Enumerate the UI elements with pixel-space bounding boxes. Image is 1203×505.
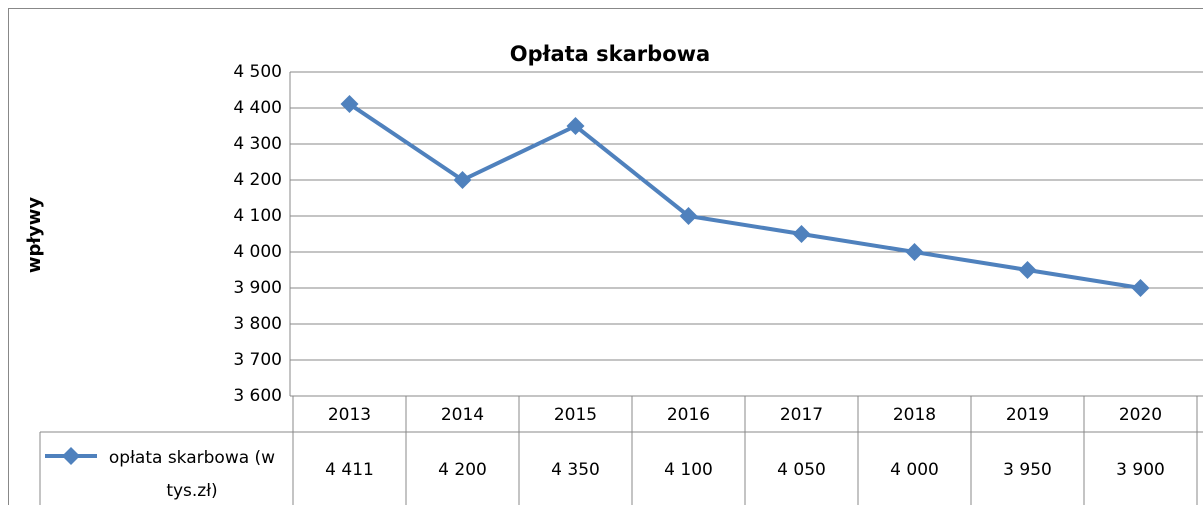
x-tick-label: 2018 [893,405,936,425]
chart-title: Opłata skarbowa [510,42,710,66]
x-tick-label: 2017 [780,405,823,425]
table-value: 4 000 [890,460,939,480]
y-tick-label: 3 700 [233,350,282,370]
y-tick-label: 4 100 [233,206,282,226]
table-value: 4 411 [325,460,374,480]
y-tick-label: 4 000 [233,242,282,262]
table-value: 4 350 [551,460,600,480]
y-axis-label: wpływy [24,197,45,274]
x-tick-label: 2020 [1119,405,1162,425]
y-tick-label: 3 800 [233,314,282,334]
marker [1018,261,1037,279]
y-tick-label: 3 900 [233,278,282,298]
x-tick-label: 2019 [1006,405,1049,425]
marker [1131,279,1150,297]
x-tick-label: 2016 [667,405,710,425]
table-value: 4 100 [664,460,713,480]
y-tick-label: 4 300 [233,134,282,154]
y-tick-label: 4 500 [233,62,282,82]
table-value: 4 050 [777,460,826,480]
chart-frame [8,8,1203,505]
marker [566,117,585,135]
legend-label: opłata skarbowa (w tys.zł) [108,448,276,501]
y-tick-label: 4 200 [233,170,282,190]
marker [453,171,472,189]
series-line [348,102,1141,290]
x-tick-label: 2014 [441,405,484,425]
table-value: 3 900 [1116,460,1165,480]
marker [679,207,698,225]
y-tick-label: 3 600 [233,386,282,406]
marker [905,243,924,261]
marker [792,225,811,243]
y-tick-label: 4 400 [233,98,282,118]
x-tick-label: 2013 [328,405,371,425]
legend-marker [62,447,80,465]
marker [340,95,359,114]
x-tick-label: 2015 [554,405,597,425]
table-value: 3 950 [1003,460,1052,480]
table-value: 4 200 [438,460,487,480]
